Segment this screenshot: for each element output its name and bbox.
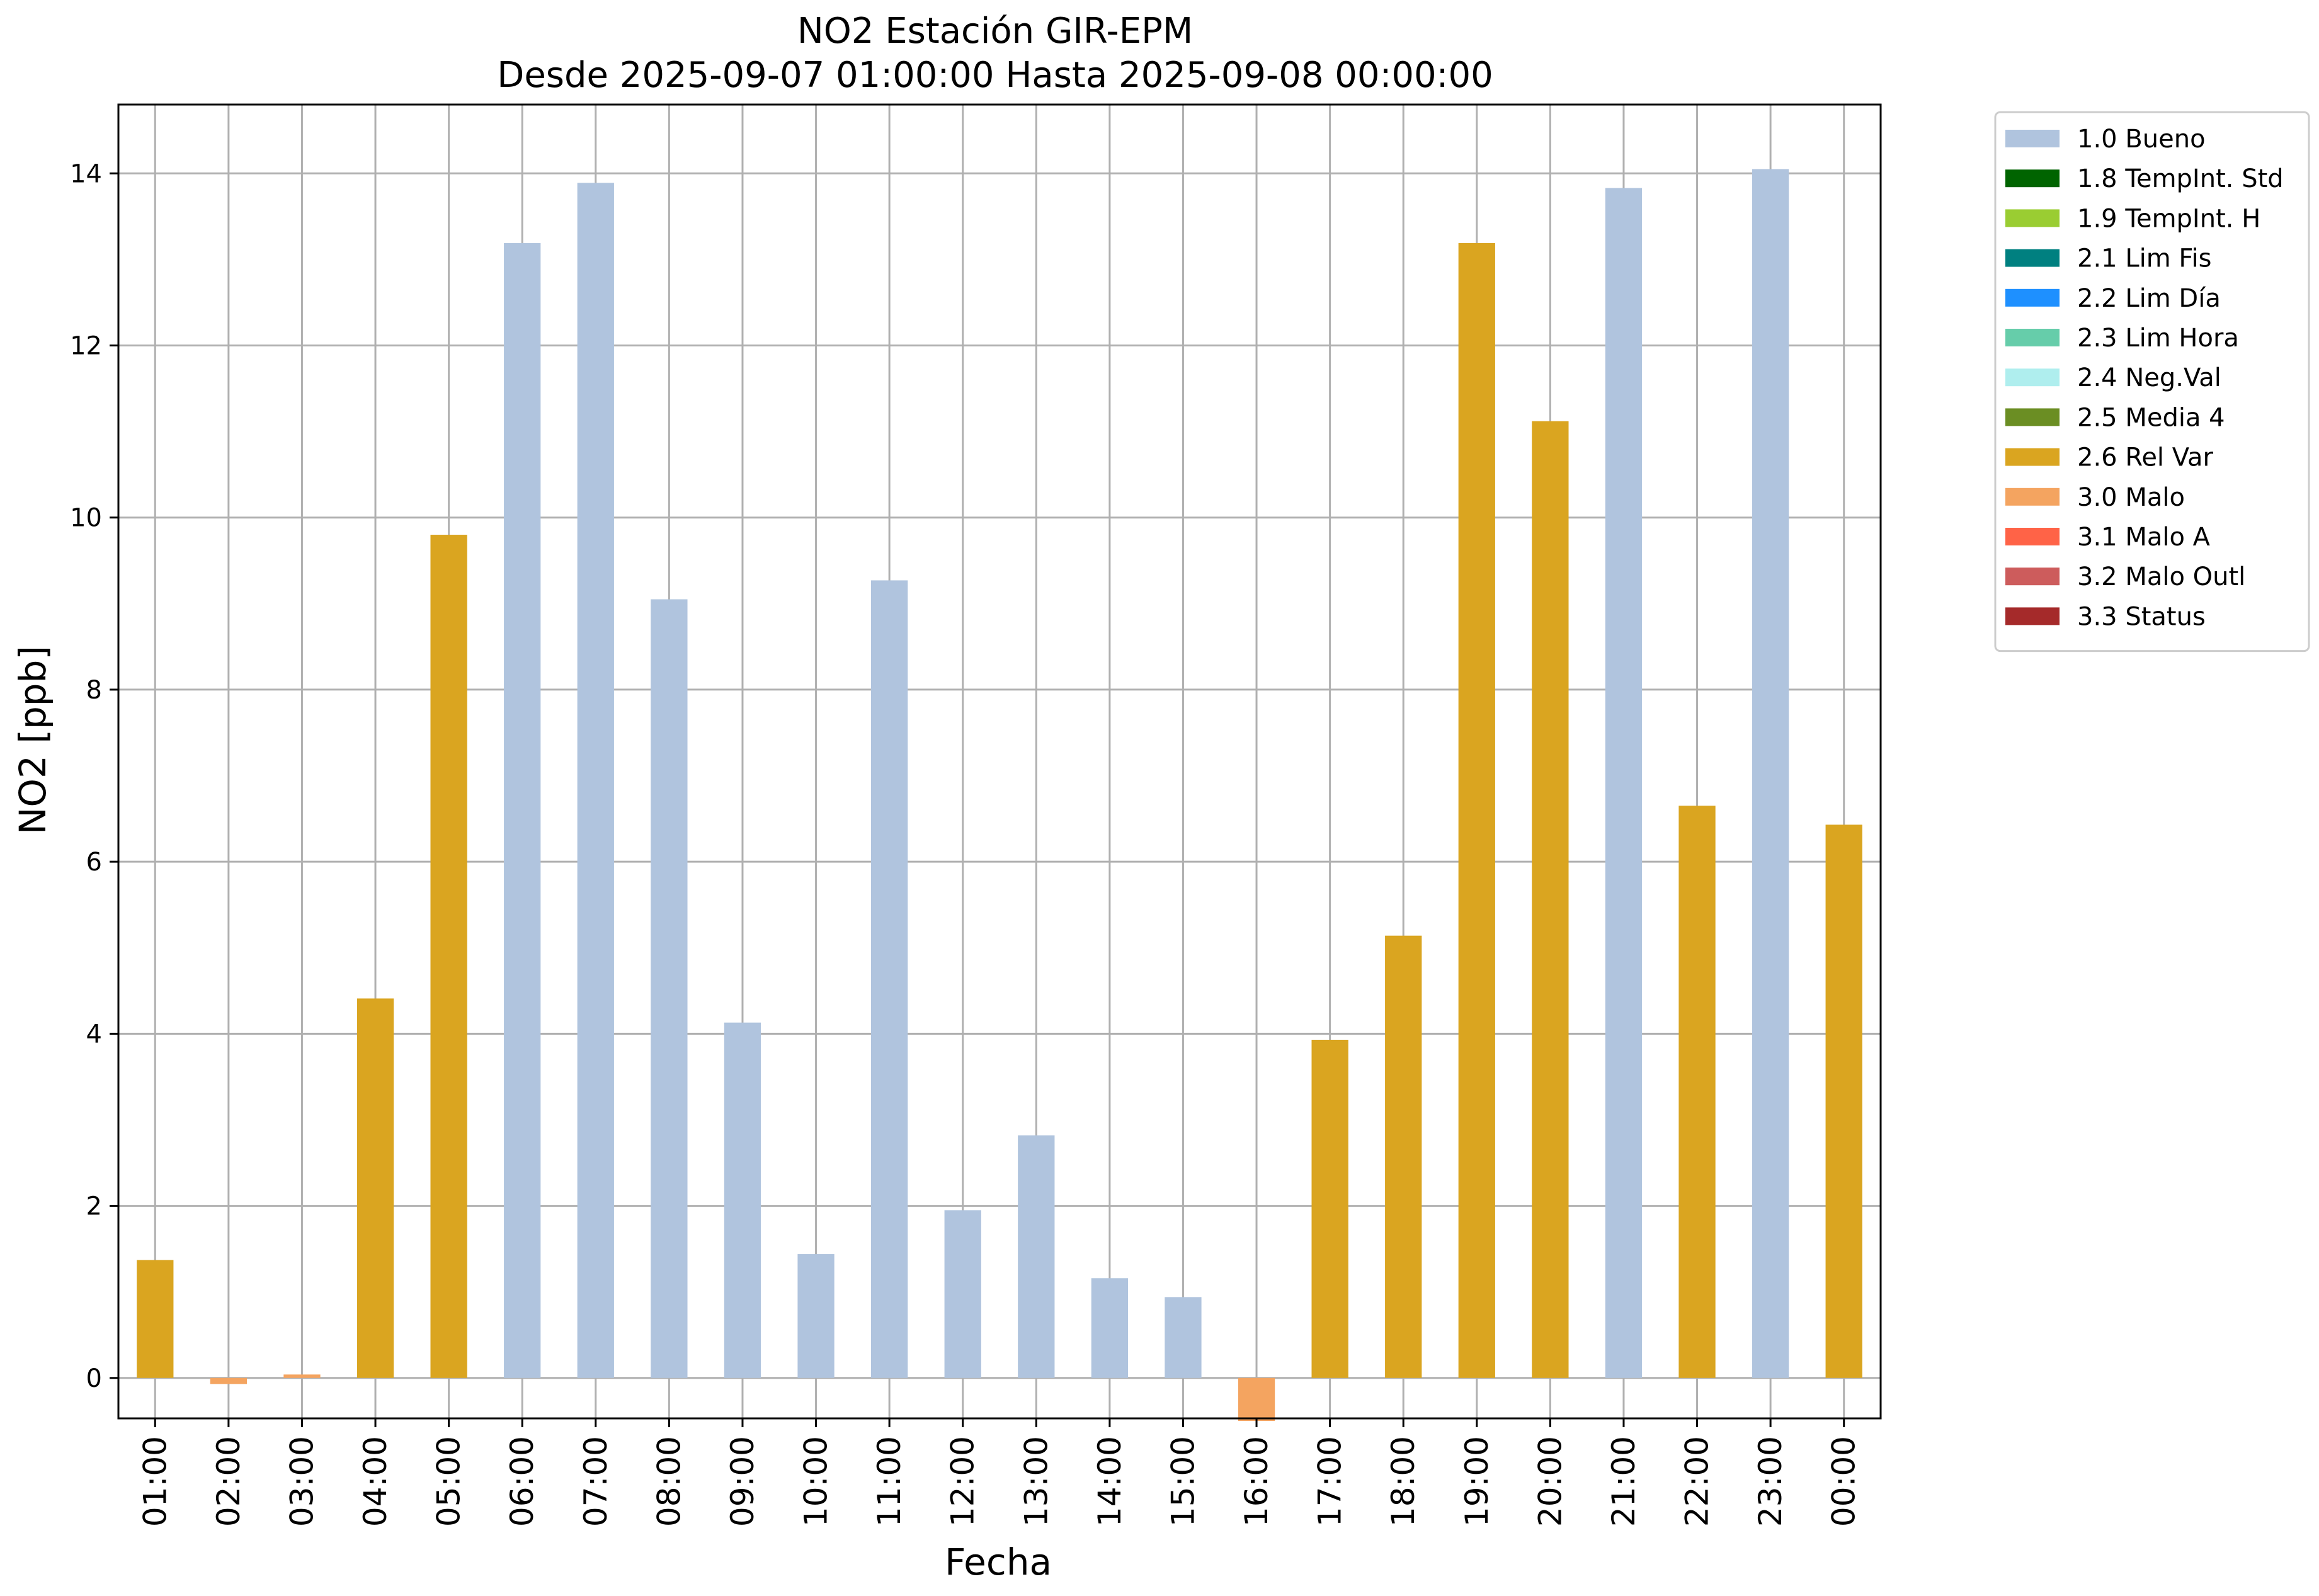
legend-swatch [2005,249,2060,267]
x-tick-label: 16:00 [1238,1436,1275,1527]
x-tick-label: 22:00 [1679,1436,1716,1527]
x-tick-label: 23:00 [1752,1436,1789,1527]
y-tick-label: 12 [70,332,102,361]
legend-swatch [2005,528,2060,545]
legend-swatch [2005,130,2060,147]
bar-1700 [1311,1039,1348,1378]
legend-label: 2.2 Lim Día [2077,284,2221,313]
chart-subtitle: Desde 2025-09-07 01:00:00 Hasta 2025-09-… [497,55,1493,96]
legend-swatch [2005,329,2060,346]
y-tick-label: 10 [70,504,102,533]
legend-label: 3.3 Status [2077,602,2206,631]
y-tick-label: 0 [86,1364,102,1393]
legend-label: 2.4 Neg.Val [2077,363,2221,392]
x-tick-label: 04:00 [357,1436,394,1527]
bar-1100 [870,580,908,1378]
y-tick-label: 6 [86,848,102,877]
x-tick-label: 19:00 [1459,1436,1495,1527]
bar-1800 [1385,935,1422,1378]
x-tick-label: 15:00 [1165,1436,1201,1527]
bar-2100 [1605,188,1643,1378]
y-tick-label: 8 [86,676,102,705]
legend-label: 2.3 Lim Hora [2077,324,2239,353]
legend-swatch [2005,607,2060,625]
bar-1600 [1238,1377,1275,1422]
legend-label: 2.1 Lim Fis [2077,244,2211,273]
chart-title: NO2 Estación GIR-EPM [797,11,1193,52]
bar-0400 [356,998,394,1378]
bar-1900 [1458,242,1495,1378]
bar-0700 [577,183,614,1378]
x-tick-label: 20:00 [1532,1436,1568,1527]
bar-2300 [1752,169,1789,1378]
y-tick-label: 4 [86,1020,102,1049]
x-tick-label: 13:00 [1018,1436,1054,1527]
bars [137,169,1862,1422]
legend-swatch [2005,288,2060,307]
x-tick-label: 10:00 [798,1436,835,1527]
legend-swatch [2005,169,2060,188]
y-tick-label: 2 [86,1192,102,1221]
y-tick-label: 14 [70,159,102,188]
legend-swatch [2005,487,2060,506]
bar-0300 [283,1374,321,1378]
bar-1500 [1165,1297,1202,1378]
legend-label: 1.0 Bueno [2077,125,2206,154]
plot-frame [117,103,1882,1420]
bar-2000 [1532,421,1569,1378]
legend-label: 1.8 TempInt. Std [2077,164,2284,193]
x-tick-label: 00:00 [1826,1436,1862,1527]
x-tick-label: 01:00 [137,1436,173,1527]
x-tick-label: 02:00 [210,1436,247,1527]
legend-label: 1.9 TempInt. H [2077,204,2260,233]
x-tick-label: 07:00 [578,1436,614,1527]
x-tick-label: 18:00 [1385,1436,1422,1527]
x-axis-label: Fecha [945,1541,1052,1583]
y-axis-ticks: 0 2 4 6 8 10 12 14 [70,159,118,1393]
legend-label: 2.5 Media 4 [2077,403,2225,432]
bar-0800 [651,599,688,1378]
bar-0900 [724,1022,761,1378]
legend-frame [1994,111,2310,653]
legend-swatch [2005,408,2060,426]
y-axis-label: NO2 [ppb] [11,646,54,835]
x-tick-label: 05:00 [431,1436,467,1527]
x-tick-label: 12:00 [945,1436,981,1527]
bar-0200 [210,1377,248,1384]
legend-swatch [2005,448,2060,466]
x-tick-label: 21:00 [1605,1436,1642,1527]
x-axis-ticks: 01:00 02:00 03:00 04:00 05:00 06:00 07:00 08:00… [137,1418,1862,1527]
bar-0500 [430,535,467,1378]
bar-0000 [1825,824,1862,1378]
bar-1000 [797,1254,835,1378]
legend-label: 2.6 Rel Var [2077,443,2214,472]
x-tick-label: 17:00 [1312,1436,1348,1527]
legend-label: 3.2 Malo Outl [2077,562,2245,591]
x-tick-label: 08:00 [651,1436,687,1527]
x-tick-label: 09:00 [724,1436,761,1527]
x-tick-label: 11:00 [871,1436,908,1527]
legend-swatch [2005,368,2060,387]
bar-1400 [1091,1278,1129,1378]
x-tick-label: 14:00 [1091,1436,1128,1527]
legend-label: 3.1 Malo A [2077,523,2211,552]
legend-swatch [2005,567,2060,586]
legend: 1.0 Bueno 1.8 TempInt. Std 1.9 TempInt. H 2… [1994,111,2310,653]
x-tick-label: 03:00 [283,1436,320,1527]
x-tick-label: 06:00 [504,1436,540,1527]
bar-0100 [137,1260,174,1378]
bar-2200 [1678,806,1716,1378]
legend-swatch [2005,209,2060,227]
bar-0600 [504,242,541,1378]
legend-label: 3.0 Malo [2077,483,2185,512]
bar-1200 [944,1210,981,1378]
bar-1300 [1018,1135,1055,1378]
